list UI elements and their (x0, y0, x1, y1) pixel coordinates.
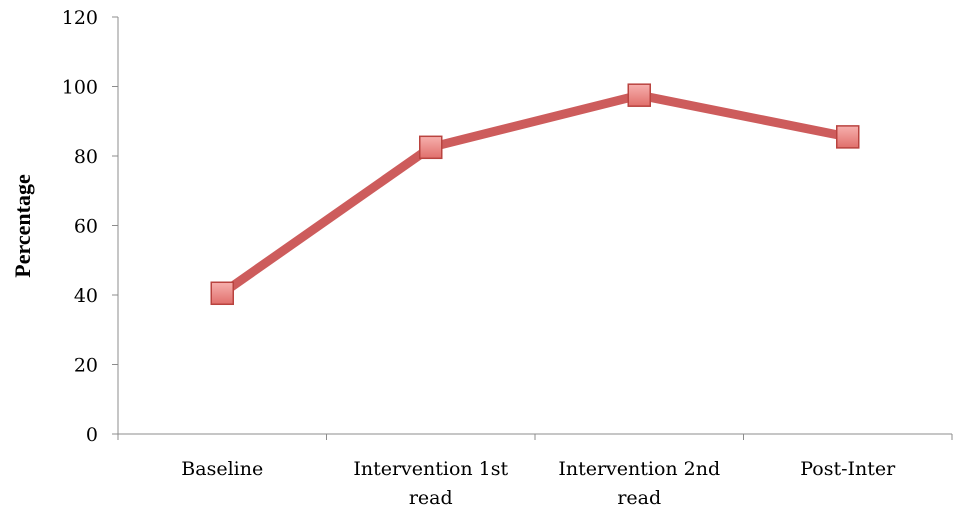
series-line (217, 90, 853, 298)
y-tick-label: 0 (86, 424, 98, 446)
x-tick-label: Intervention 2nd read (558, 458, 720, 509)
series-group (210, 83, 860, 306)
y-tick-label: 80 (74, 146, 98, 168)
y-tick-label: 100 (62, 77, 98, 99)
x-tick-label: Post-Inter (800, 458, 896, 480)
x-tick-label: Baseline (181, 458, 263, 480)
y-tick-labels: 0 20 40 60 80 100 120 (62, 7, 118, 446)
data-point-marker (419, 135, 443, 160)
y-tick-label: 120 (62, 7, 98, 29)
y-tick-label: 40 (74, 285, 98, 307)
y-tick-label: 20 (74, 355, 98, 377)
x-tick-labels: Baseline Intervention 1st read Intervention… (117, 434, 953, 509)
x-tick-label: Intervention 1st read (353, 458, 508, 509)
data-point-marker (836, 125, 860, 149)
data-point-marker (627, 83, 651, 107)
axes (117, 17, 952, 435)
data-point-marker (210, 281, 234, 306)
y-tick-label: 60 (74, 216, 98, 238)
y-axis-title: Percentage (10, 174, 35, 278)
